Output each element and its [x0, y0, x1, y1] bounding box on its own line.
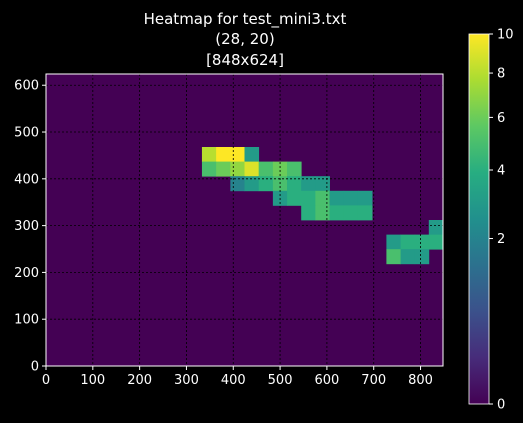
x-tick-label: 0 [42, 373, 50, 388]
chart-title-line-2: (28, 20) [215, 30, 274, 48]
chart-title-line-3: [848x624] [206, 51, 284, 69]
x-tick-label: 500 [268, 373, 293, 388]
heatmap-cell [301, 190, 316, 206]
heatmap-cell [343, 190, 359, 206]
heatmap-cell [386, 234, 401, 250]
y-tick-label: 300 [14, 219, 39, 234]
heatmap-cell [414, 234, 430, 250]
heatmap-cell [301, 176, 316, 192]
x-tick-label: 100 [80, 373, 105, 388]
heatmap-cell [400, 234, 416, 250]
colorbar-tick-label: 8 [497, 67, 505, 82]
heatmap-cell [230, 176, 245, 192]
heatmap-cell [414, 249, 430, 265]
colorbar-tick-label: 0 [497, 398, 505, 413]
heatmap-cell [216, 147, 231, 162]
heatmap-cell [230, 147, 245, 162]
heatmap-cell [230, 161, 245, 177]
heatmap-cell [357, 190, 373, 206]
colorbar-tick-label: 10 [497, 28, 514, 43]
colorbar-tick-label: 4 [497, 163, 505, 178]
heatmap-cell [315, 205, 330, 221]
heatmap-cell [258, 176, 274, 192]
chart-title: Heatmap for test_mini3.txt (28, 20) [848… [144, 10, 347, 69]
heatmap-cell [343, 205, 359, 221]
heatmap-cell [315, 190, 330, 206]
heatmap-cell [357, 205, 373, 221]
x-axis: 0 100 200 300 400 500 600 700 800 [42, 366, 433, 388]
heatmap-cells [201, 147, 444, 265]
y-tick-label: 600 [14, 79, 39, 94]
plot-background [46, 74, 443, 366]
x-tick-label: 800 [408, 373, 433, 388]
grid-lines [46, 74, 443, 366]
x-tick-label: 400 [221, 373, 246, 388]
heatmap-cell [400, 249, 416, 265]
colorbar-tick-label: 2 [497, 232, 505, 247]
y-tick-label: 400 [14, 172, 39, 187]
heatmap-cell [301, 205, 316, 221]
heatmap-cell [272, 161, 288, 177]
x-tick-label: 300 [174, 373, 199, 388]
y-tick-label: 0 [31, 360, 39, 375]
heatmap-cell [258, 161, 274, 177]
colorbar-ticks: 0 2 4 6 8 10 [489, 28, 514, 413]
colorbar-gradient [468, 33, 490, 405]
x-tick-label: 700 [361, 373, 386, 388]
colorbar: 0 2 4 6 8 10 [468, 28, 514, 413]
colorbar-tick-label: 6 [497, 111, 505, 126]
x-tick-label: 200 [127, 373, 152, 388]
heatmap-cell [201, 161, 217, 177]
chart-title-line-1: Heatmap for test_mini3.txt [144, 10, 347, 29]
plot-frame [45, 73, 444, 367]
heatmap-cell [287, 176, 302, 192]
y-tick-label: 500 [14, 126, 39, 141]
heatmap-cell [287, 190, 302, 206]
heatmap-cell [386, 249, 401, 265]
heatmap-cell [428, 234, 444, 250]
heatmap-cell [315, 176, 330, 192]
y-tick-label: 200 [14, 266, 39, 281]
y-axis: 0 100 200 300 400 500 600 [14, 79, 46, 375]
heatmap-cell [244, 161, 260, 177]
x-tick-label: 600 [314, 373, 339, 388]
heatmap-cell [329, 205, 345, 221]
heatmap-cell [287, 161, 302, 177]
heatmap-cell [244, 176, 260, 192]
heatmap-cell [201, 147, 217, 162]
y-tick-label: 100 [14, 313, 39, 328]
heatmap-cell [329, 190, 345, 206]
plot-area: 0 100 200 300 400 500 600 700 800 0 100 200 300 400 5… [14, 73, 444, 388]
heatmap-cell [244, 147, 260, 162]
heatmap-cell [216, 161, 231, 177]
heatmap-cell [428, 220, 444, 235]
